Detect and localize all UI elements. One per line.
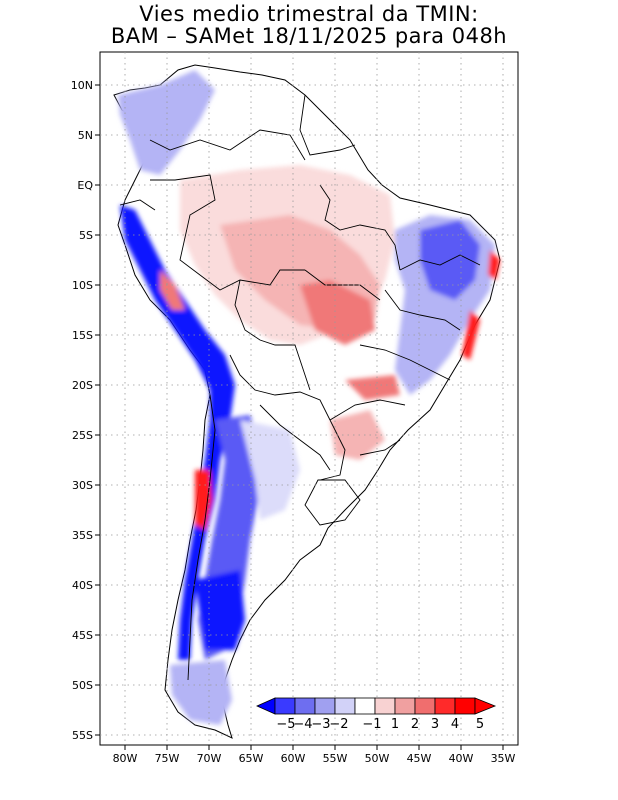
- colorbar-label: 5: [476, 717, 484, 732]
- colorbar-label: 1: [391, 717, 399, 732]
- lat-label: 15S: [72, 329, 93, 342]
- lon-label: 55W: [323, 752, 348, 765]
- colorbar-label: 3: [431, 717, 439, 732]
- lat-label: 40S: [72, 579, 93, 592]
- lat-label: 50S: [72, 679, 93, 692]
- lon-label: 60W: [281, 752, 306, 765]
- colorbar-label: −4: [293, 717, 312, 732]
- colorbar-swatch: [294, 697, 316, 715]
- lat-label: 20S: [72, 379, 93, 392]
- colorbar-label: −2: [329, 717, 348, 732]
- lat-label: EQ: [77, 179, 93, 192]
- map-title-line2: BAM – SAMet 18/11/2025 para 048h: [110, 24, 508, 48]
- lon-label: 65W: [239, 752, 264, 765]
- warm-bias-spot-2: [345, 375, 400, 400]
- colorbar-swatch: [454, 697, 476, 715]
- bias-shading: [118, 70, 500, 725]
- lat-label: 25S: [72, 429, 93, 442]
- lat-label: 5S: [79, 229, 93, 242]
- lon-label: 70W: [197, 752, 222, 765]
- colorbar-swatch: [314, 697, 336, 715]
- colorbar-label: −1: [362, 717, 381, 732]
- lat-label: 5N: [78, 129, 93, 142]
- colorbar: −5 −4 −3 −2 −1 1 2 3 4 5: [256, 697, 497, 732]
- colorbar-label: −3: [311, 717, 330, 732]
- lon-labels: 80W 75W 70W 65W 60W 55W 50W 45W 40W 35W: [113, 752, 516, 765]
- lat-label: 45S: [72, 629, 93, 642]
- warm-bias-east-coast: [462, 310, 480, 360]
- lon-label: 45W: [407, 752, 432, 765]
- cold-bias-pampas: [240, 420, 300, 520]
- colorbar-swatch: [274, 697, 296, 715]
- lat-label: 30S: [72, 479, 93, 492]
- lat-label: 35S: [72, 529, 93, 542]
- lat-labels: 10N 5N EQ 5S 10S 15S 20S 25S 30S 35S 40S…: [71, 79, 94, 742]
- colorbar-swatch: [434, 697, 456, 715]
- lon-label: 35W: [491, 752, 516, 765]
- colorbar-label: 4: [451, 717, 459, 732]
- map-title-line1: Vies medio trimestral da TMIN:: [139, 2, 479, 26]
- lon-ticks: [124, 745, 504, 750]
- lon-label: 50W: [365, 752, 390, 765]
- colorbar-swatch: [394, 697, 416, 715]
- colorbar-swatch: [334, 697, 356, 715]
- colorbar-arrow-high: [474, 697, 497, 715]
- warm-bias-strong-spot: [300, 280, 375, 345]
- colorbar-label: 2: [411, 717, 419, 732]
- cold-bias-patagonia: [195, 570, 245, 650]
- lon-label: 40W: [449, 752, 474, 765]
- colorbar-swatch: [414, 697, 436, 715]
- lon-label: 80W: [113, 752, 138, 765]
- lon-label: 75W: [155, 752, 180, 765]
- cold-bias-tierra-del-fuego: [170, 660, 232, 725]
- colorbar-swatch: [374, 697, 396, 715]
- country-borders: [119, 94, 481, 681]
- cold-bias-north: [118, 70, 215, 175]
- colorbar-swatch: [354, 697, 376, 715]
- warm-bias-peru-coast: [160, 270, 185, 310]
- lat-label: 10N: [71, 79, 93, 92]
- lat-ticks: [95, 84, 100, 736]
- lat-label: 10S: [72, 279, 93, 292]
- graticule: [100, 52, 518, 745]
- warm-bias-ne-tip: [488, 250, 500, 280]
- lat-label: 55S: [72, 729, 93, 742]
- colorbar-label: −5: [276, 717, 295, 732]
